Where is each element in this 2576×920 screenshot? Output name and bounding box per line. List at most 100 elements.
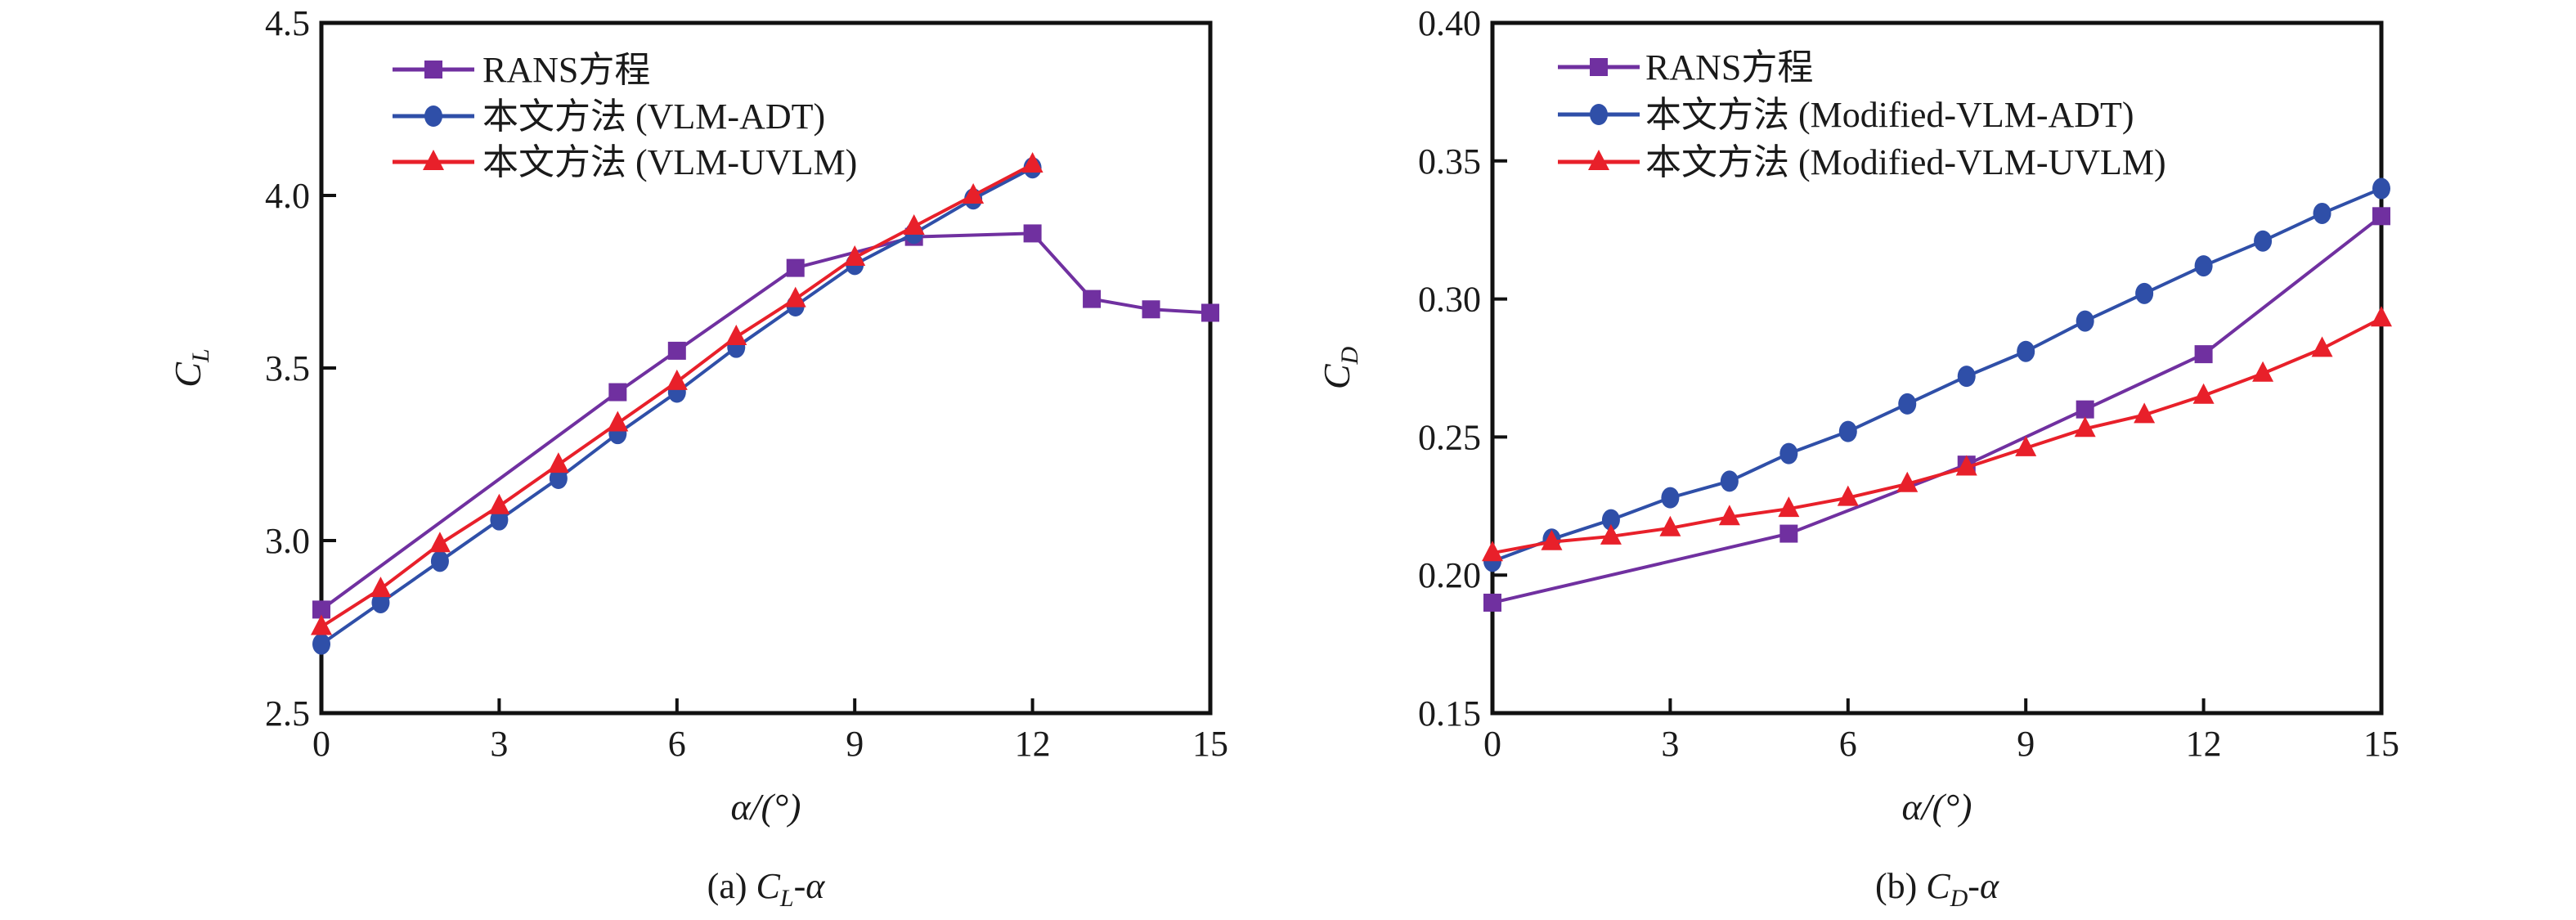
data-point <box>1142 300 1160 319</box>
x-tick-label: 0 <box>1483 724 1501 764</box>
data-point <box>1600 523 1622 545</box>
data-point <box>1659 515 1681 536</box>
data-point <box>1955 455 1977 476</box>
data-point <box>2074 416 2096 438</box>
data-point <box>2371 306 2392 327</box>
x-tick-label: 12 <box>2186 724 2222 764</box>
data-point <box>2254 230 2273 252</box>
data-point <box>2134 402 2156 424</box>
x-tick-label: 12 <box>1015 724 1051 764</box>
legend-label: 本文方法 (Modified-VLM-UVLM) <box>1645 142 2166 182</box>
data-point <box>1838 420 1857 442</box>
data-point <box>311 614 332 635</box>
legend-label: RANS方程 <box>482 50 650 90</box>
data-point <box>1720 470 1739 492</box>
legend-item: 本文方法 (VLM-ADT) <box>393 96 825 137</box>
series-triangle <box>1482 306 2392 562</box>
series-line <box>1492 214 2383 604</box>
data-point <box>666 369 688 390</box>
y-tick-label: 0.15 <box>1418 693 1481 734</box>
y-axis-label: CL <box>167 348 214 387</box>
data-point <box>1896 471 1919 492</box>
data-point <box>1541 529 1563 550</box>
data-point <box>607 411 629 432</box>
data-point <box>725 325 747 346</box>
y-axis-label: CD <box>1316 346 1363 389</box>
y-tick-label: 3.0 <box>265 521 310 561</box>
y-tick-label: 4.5 <box>265 3 310 43</box>
y-tick-label: 0.20 <box>1418 555 1481 595</box>
data-point <box>2252 361 2274 382</box>
legend-marker-triangle <box>1588 150 1609 170</box>
legend-marker-circle <box>1590 104 1608 125</box>
legend-item: RANS方程 <box>393 50 650 90</box>
data-point <box>2015 435 2037 456</box>
data-point <box>2135 282 2154 304</box>
data-point <box>370 577 392 598</box>
x-axis-label: α/(°) <box>731 786 801 828</box>
data-point <box>1661 487 1680 509</box>
data-point <box>2372 207 2390 226</box>
series-line <box>320 231 1211 612</box>
data-point <box>2192 383 2215 404</box>
x-tick-label: 9 <box>846 724 864 764</box>
data-point <box>2017 340 2035 362</box>
data-point <box>784 286 806 307</box>
series-circle <box>312 157 1042 655</box>
legend-label: RANS方程 <box>1645 47 1813 88</box>
data-point <box>2076 400 2094 419</box>
panel-caption: (b) CD-α <box>1875 866 1999 912</box>
data-point <box>2313 202 2331 224</box>
data-point <box>608 383 627 402</box>
x-tick-label: 9 <box>2017 724 2035 764</box>
series-line <box>320 166 1034 646</box>
y-tick-label: 0.30 <box>1418 280 1481 320</box>
y-tick-label: 0.25 <box>1418 417 1481 457</box>
data-point <box>786 258 805 277</box>
data-point <box>1837 485 1859 506</box>
legend-item: RANS方程 <box>1558 47 1813 88</box>
data-point <box>1898 393 1917 415</box>
data-point <box>1482 541 1503 562</box>
panel-caption: (a) CL-α <box>707 866 826 912</box>
data-point <box>312 600 330 619</box>
data-point <box>903 213 925 235</box>
legend-item: 本文方法 (Modified-VLM-UVLM) <box>1558 142 2166 182</box>
data-point <box>1483 593 1501 612</box>
chart-cd-alpha: 0 3 6 9 12 15 0.15 0.20 0.25 0.30 0.35 0.40 α/(°) CD (… <box>1316 3 2399 912</box>
x-tick-label: 0 <box>312 724 330 764</box>
data-point <box>488 493 510 514</box>
data-point <box>667 341 686 360</box>
data-point <box>547 452 569 473</box>
data-point <box>2194 345 2213 364</box>
data-point <box>430 550 449 572</box>
series-square <box>1483 207 2390 612</box>
legend-label: 本文方法 (VLM-UVLM) <box>482 142 857 182</box>
data-point <box>2076 310 2094 332</box>
data-point <box>1718 505 1740 526</box>
data-point <box>549 468 568 490</box>
x-axis-label: α/(°) <box>1902 786 1972 828</box>
data-point <box>2311 336 2333 357</box>
data-point <box>490 509 509 531</box>
data-point <box>1023 224 1042 243</box>
series-circle <box>1483 177 2390 572</box>
data-point <box>1601 509 1620 531</box>
data-point <box>1779 524 1798 543</box>
x-tick-label: 6 <box>1839 724 1857 764</box>
legend-marker-circle <box>424 105 442 127</box>
data-point <box>2194 255 2213 277</box>
data-point <box>429 532 451 553</box>
y-tick-label: 2.5 <box>265 693 310 734</box>
data-point <box>312 633 330 655</box>
x-tick-label: 6 <box>668 724 686 764</box>
data-point <box>1021 152 1043 173</box>
series-triangle <box>311 152 1043 635</box>
x-tick-label: 15 <box>2363 724 2399 764</box>
legend-marker-square <box>424 61 442 79</box>
y-tick-label: 0.40 <box>1418 3 1481 43</box>
y-tick-label: 4.0 <box>265 176 310 216</box>
